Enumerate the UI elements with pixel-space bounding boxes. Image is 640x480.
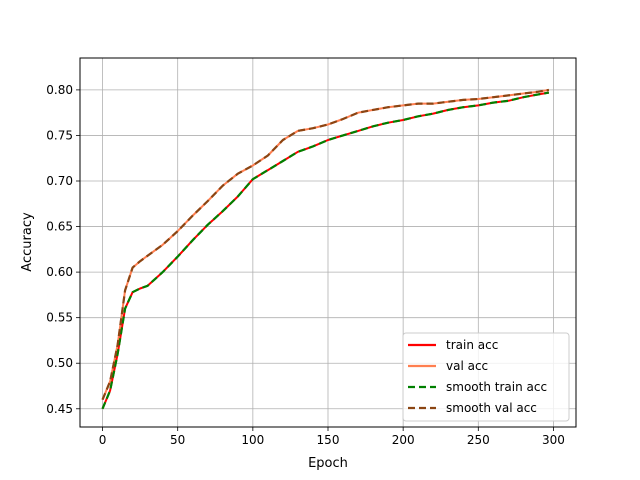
series-layer <box>101 88 550 410</box>
x-tick-label: 50 <box>170 433 185 447</box>
legend-label: smooth val acc <box>446 401 537 415</box>
x-tick-label: 100 <box>241 433 264 447</box>
y-tick-label: 0.80 <box>46 83 73 97</box>
legend: train acc val acc smooth train acc smooth v… <box>402 332 570 422</box>
x-tick-label: 250 <box>467 433 490 447</box>
x-tick-label: 0 <box>99 433 107 447</box>
series-line-smooth-val-acc <box>101 88 550 401</box>
x-axis-label: Epoch <box>308 456 348 471</box>
y-tick-label: 0.70 <box>46 174 73 188</box>
y-tick-label: 0.50 <box>46 356 73 370</box>
series-line-smooth-train-acc <box>101 91 550 410</box>
legend-label: val acc <box>446 359 488 373</box>
y-tick-label: 0.65 <box>46 220 73 234</box>
legend-label: smooth train acc <box>446 380 547 394</box>
x-axis-ticks: 0 50 100 150 200 250 300 <box>99 427 565 447</box>
y-tick-label: 0.75 <box>46 128 73 142</box>
x-tick-label: 200 <box>392 433 415 447</box>
x-tick-label: 150 <box>317 433 340 447</box>
legend-label: train acc <box>446 338 498 352</box>
grid <box>80 58 576 427</box>
y-tick-label: 0.60 <box>46 265 73 279</box>
y-axis-label: Accuracy <box>20 212 35 272</box>
legend-box <box>402 332 570 422</box>
y-tick-label: 0.45 <box>46 402 73 416</box>
y-tick-label: 0.55 <box>46 311 73 325</box>
x-tick-label: 300 <box>542 433 565 447</box>
y-axis-ticks: 0.45 0.50 0.55 0.60 0.65 0.70 0.75 0.80 <box>46 83 80 416</box>
